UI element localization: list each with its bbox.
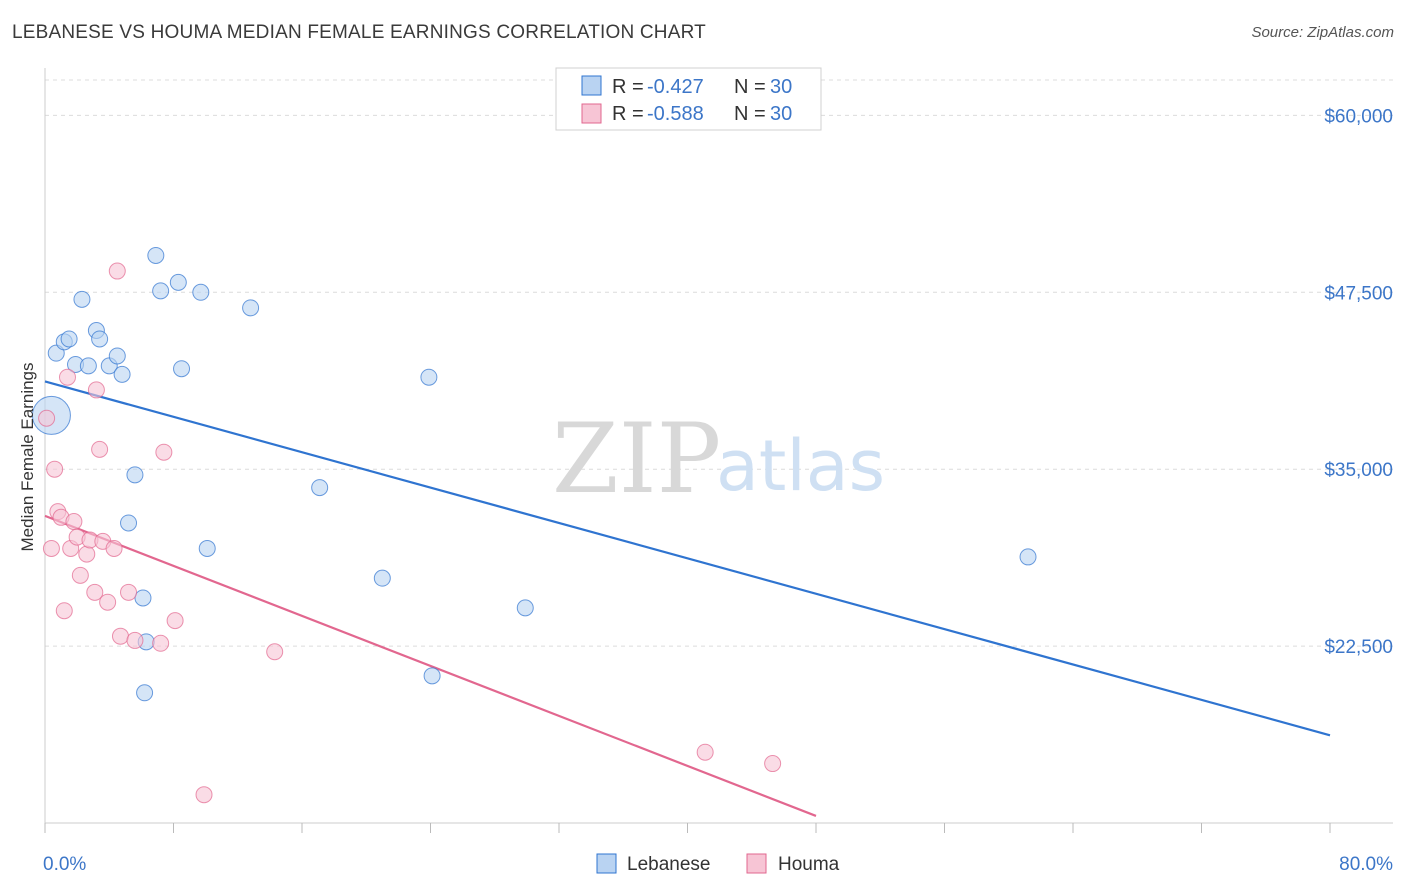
series-legend-swatch-houma [746, 853, 767, 874]
point-lebanese-27 [423, 667, 441, 685]
point-lebanese-6 [79, 357, 97, 375]
y-tick-labels: $22,500 $35,000 $47,500 $60,000 [1324, 106, 1393, 658]
point-houma-25 [166, 612, 184, 630]
series-legend-label-lebanese: Lebanese [627, 854, 710, 875]
point-houma-26 [195, 786, 213, 804]
point-lebanese-3 [60, 330, 78, 348]
point-lebanese-19 [169, 273, 187, 291]
point-houma-28 [696, 743, 714, 761]
watermark-atlas: atlas [716, 425, 885, 507]
legend-r-value-houma: -0.588 [647, 103, 704, 125]
y-tick-label-1: $35,000 [1324, 460, 1393, 481]
point-lebanese-21 [192, 283, 210, 301]
point-houma-6 [58, 368, 76, 386]
chart-title: LEBANESE VS HOUMA MEDIAN FEMALE EARNINGS… [12, 22, 706, 43]
point-houma-24 [155, 443, 173, 461]
point-lebanese-29 [1019, 548, 1037, 566]
point-houma-23 [152, 634, 170, 652]
y-tick-label-0: $22,500 [1324, 637, 1393, 658]
point-houma-15 [91, 440, 109, 458]
watermark: ZIP atlas [552, 403, 885, 515]
point-houma-14 [87, 381, 105, 399]
watermark-zip: ZIP [552, 403, 721, 515]
point-lebanese-18 [152, 282, 170, 300]
legend-swatch-lebanese [581, 75, 602, 96]
correlation-legend: R = -0.427 N = 30 R = -0.588 N = 30 [555, 67, 822, 131]
point-lebanese-22 [198, 539, 216, 557]
legend-n-label-houma: N = [734, 103, 766, 125]
point-houma-17 [99, 593, 117, 611]
point-houma-20 [111, 627, 129, 645]
point-houma-22 [126, 631, 144, 649]
point-lebanese-17 [147, 246, 165, 264]
point-lebanese-20 [173, 360, 191, 378]
point-houma-2 [46, 460, 64, 478]
point-houma-0 [38, 409, 56, 427]
point-lebanese-16 [136, 684, 154, 702]
trend-lines [44, 380, 1331, 817]
trend-line-houma [44, 514, 817, 817]
point-houma-5 [55, 602, 73, 620]
point-lebanese-13 [126, 466, 144, 484]
series-legend-swatch-lebanese [596, 853, 617, 874]
point-lebanese-12 [120, 514, 138, 532]
legend-n-label-lebanese: N = [734, 76, 766, 98]
point-lebanese-24 [311, 479, 329, 497]
legend-swatch-houma [581, 103, 602, 124]
point-houma-11 [78, 545, 96, 563]
y-tick-label-3: $60,000 [1324, 106, 1393, 127]
legend-n-value-houma: 30 [770, 103, 792, 125]
point-houma-29 [764, 755, 782, 773]
data-points [31, 246, 1037, 804]
source-credit: Source: ZipAtlas.com [1251, 24, 1394, 41]
point-houma-13 [86, 583, 104, 601]
series-legend: Lebanese Houma [596, 853, 840, 875]
point-lebanese-8 [91, 330, 109, 348]
point-lebanese-5 [73, 290, 91, 308]
point-houma-18 [105, 539, 123, 557]
y-axis-label: Median Female Earnings [18, 363, 37, 552]
point-houma-27 [266, 643, 284, 661]
point-lebanese-26 [420, 368, 438, 386]
point-houma-21 [120, 583, 138, 601]
legend-r-label-lebanese: R = [612, 76, 644, 98]
point-houma-19 [108, 262, 126, 280]
point-houma-1 [42, 539, 60, 557]
axes [44, 68, 1393, 833]
x-tick-label-end: 80.0% [1339, 854, 1393, 875]
point-houma-8 [65, 513, 83, 531]
point-lebanese-28 [516, 599, 534, 617]
legend-n-value-lebanese: 30 [770, 76, 792, 98]
point-lebanese-14 [134, 589, 152, 607]
x-tick-labels: 0.0% 80.0% [43, 854, 1393, 875]
series-legend-label-houma: Houma [778, 854, 840, 875]
legend-r-label-houma: R = [612, 103, 644, 125]
x-tick-label-start: 0.0% [43, 854, 86, 875]
point-lebanese-23 [242, 299, 260, 317]
point-houma-10 [71, 566, 89, 584]
y-tick-label-2: $47,500 [1324, 283, 1393, 304]
point-lebanese-25 [373, 569, 391, 587]
trend-line-lebanese [44, 380, 1331, 737]
grid-lines [45, 79, 1393, 647]
point-lebanese-11 [113, 365, 131, 383]
point-lebanese-10 [108, 347, 126, 365]
legend-r-value-lebanese: -0.427 [647, 76, 704, 98]
